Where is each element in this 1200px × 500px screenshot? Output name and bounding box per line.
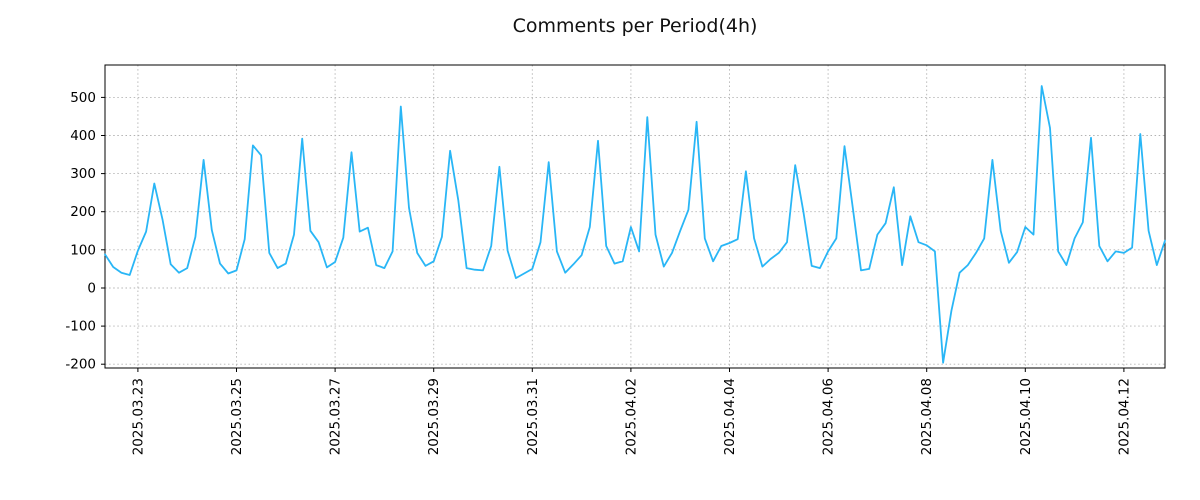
x-tick-label: 2025.04.08	[919, 378, 935, 455]
plot-area: -200 -100 0 100 200 300 400 500 2025.03.23 2025.0…	[65, 64, 1166, 455]
plot-frame	[104, 64, 1166, 369]
x-tick-label: 2025.03.23	[130, 378, 146, 455]
y-tick-label: 0	[87, 281, 96, 297]
y-tick-label: -200	[65, 357, 96, 373]
chart-title: Comments per Period(4h)	[513, 15, 758, 37]
x-tick-label: 2025.03.25	[229, 378, 245, 455]
x-tick-label: 2025.03.31	[525, 378, 541, 455]
y-tick-label: 500	[70, 90, 96, 106]
y-tick-label: 100	[70, 242, 96, 258]
series-line-comments	[104, 85, 1166, 364]
x-tick-label: 2025.04.10	[1018, 378, 1034, 455]
x-tick-label: 2025.04.06	[821, 378, 837, 455]
y-tick-label: 200	[70, 204, 96, 220]
y-tick-label: 400	[70, 128, 96, 144]
x-tick-label: 2025.04.12	[1116, 378, 1132, 455]
x-tick-label: 2025.04.02	[623, 378, 639, 455]
y-tick-label: -100	[65, 319, 96, 335]
x-tick-label: 2025.03.29	[426, 378, 442, 455]
x-tick-label: 2025.03.27	[328, 378, 344, 455]
x-tick-label: 2025.04.04	[722, 378, 738, 455]
y-tick-label: 300	[70, 166, 96, 182]
